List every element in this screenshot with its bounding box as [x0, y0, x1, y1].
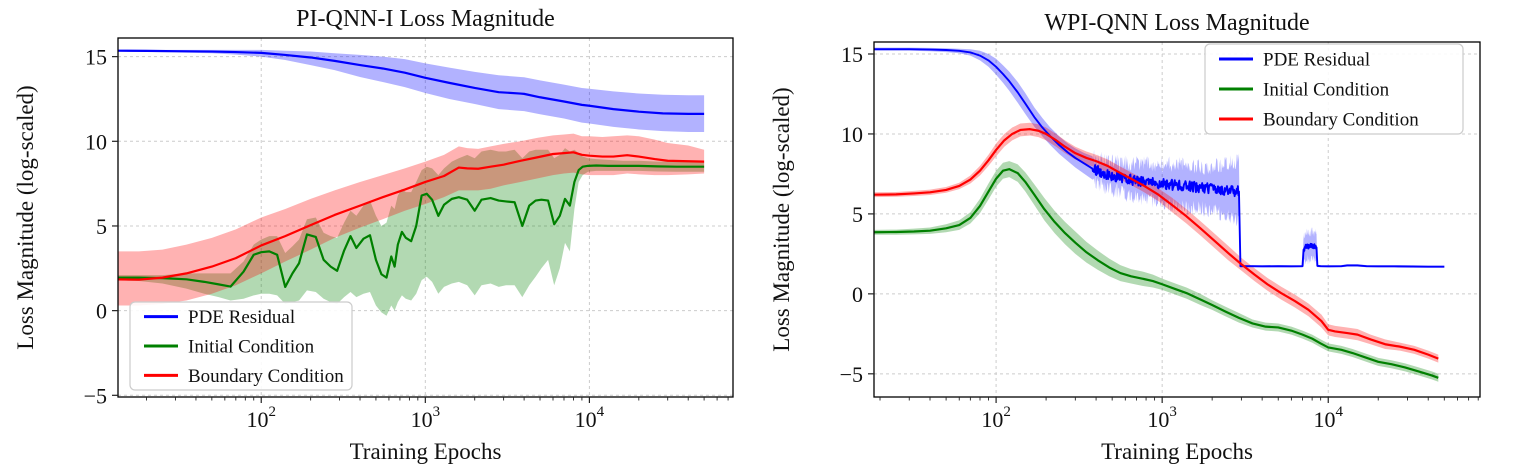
y-tick-label: −5 — [84, 383, 107, 408]
legend-label-initial-condition: Initial Condition — [1263, 80, 1390, 101]
x-tick-label: 102 — [981, 404, 1011, 432]
legend: PDE Residual Initial Condition Boundary Co… — [1204, 43, 1464, 135]
legend-label-pde-residual: PDE Residual — [188, 307, 295, 328]
series-band-initial-condition — [118, 148, 705, 316]
y-axis-label: Loss Magnitude (log-scaled) — [13, 85, 38, 349]
series-line-boundary-condition — [118, 151, 705, 281]
y-tick-label: 10 — [85, 129, 107, 154]
plot-border — [873, 41, 1481, 398]
x-axis — [146, 397, 729, 403]
series-line-boundary-condition — [874, 128, 1439, 360]
pi-qnn-i-chart: 102 103 104 −5 0 5 10 15 PI-QNN-I Loss Magnitude… — [13, 6, 734, 464]
y-tick-label: 15 — [841, 42, 863, 67]
legend-label-pde-residual: PDE Residual — [1263, 50, 1370, 71]
y-tick-label: 15 — [85, 45, 107, 70]
x-tick-label: 104 — [1313, 404, 1343, 432]
y-axis — [868, 53, 874, 375]
legend-label-boundary-condition: Boundary Condition — [188, 366, 344, 387]
y-tick-label: 10 — [841, 122, 863, 147]
x-tick-label: 103 — [411, 404, 441, 432]
series-line-pde-residual — [874, 48, 1445, 268]
legend-label-initial-condition: Initial Condition — [188, 337, 315, 358]
pi-qnn-i-plot-svg: 102 103 104 −5 0 5 10 15 PI-QNN-I Loss Magnitude… — [13, 6, 734, 464]
x-axis-label: Training Epochs — [1101, 439, 1253, 464]
y-tick-label: 5 — [96, 214, 107, 239]
series-band-initial-condition — [874, 161, 1439, 382]
x-tick-label: 102 — [246, 404, 276, 432]
x-axis — [879, 397, 1479, 403]
y-tick-label: 5 — [852, 202, 863, 227]
x-tick-label: 104 — [575, 404, 605, 432]
legend: PDE Residual Initial Condition Boundary Co… — [129, 301, 353, 391]
series-band-boundary-condition — [874, 122, 1439, 363]
chart-title: WPI-QNN Loss Magnitude — [1044, 10, 1309, 36]
y-tick-label: 0 — [852, 282, 863, 307]
y-tick-label: −5 — [840, 362, 863, 387]
series-line-pde-residual — [118, 49, 705, 115]
y-tick-label: 0 — [96, 299, 107, 324]
series-band-boundary-condition — [118, 133, 705, 306]
plot-area — [874, 47, 1445, 382]
y-axis-label: Loss Magnitude (log-scaled) — [769, 87, 794, 351]
series-line-initial-condition — [118, 164, 705, 289]
wpi-qnn-plot-svg: 102 103 104 −5 0 5 10 15 WPI-QNN Loss Magnitude T… — [769, 10, 1481, 464]
x-tick-label: 103 — [1147, 404, 1177, 432]
wpi-qnn-chart: 102 103 104 −5 0 5 10 15 WPI-QNN Loss Magnitude T… — [757, 0, 1514, 476]
plot-area — [118, 49, 705, 316]
x-axis-label: Training Epochs — [350, 439, 502, 464]
chart-title: PI-QNN-I Loss Magnitude — [296, 6, 555, 32]
series-band-pde-residual — [118, 49, 705, 132]
y-axis — [112, 56, 118, 396]
series-line-initial-condition — [874, 168, 1439, 379]
legend-label-boundary-condition: Boundary Condition — [1263, 110, 1419, 131]
